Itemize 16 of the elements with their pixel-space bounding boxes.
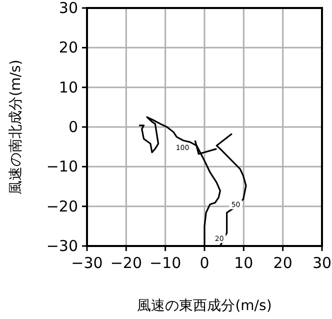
y-tick-label: 30 — [58, 0, 78, 17]
x-tick-label: −10 — [150, 254, 182, 272]
y-tick-label: −30 — [46, 237, 78, 255]
y-tick-label: −20 — [46, 197, 78, 216]
y-tick-label: 10 — [58, 78, 78, 96]
x-tick-label: −20 — [110, 254, 142, 272]
y-tick-label: −10 — [46, 158, 78, 176]
x-tick-label: 20 — [273, 254, 292, 272]
x-axis-title: 風速の東西成分(m/s) — [137, 298, 272, 314]
x-tick-label: 0 — [200, 254, 210, 272]
y-tick-label: 0 — [68, 118, 78, 136]
y-axis-title: 風速の南北成分(m/s) — [8, 60, 24, 194]
y-tick-label: 20 — [58, 38, 78, 57]
x-tick-label: 10 — [234, 254, 254, 272]
x-tick-label: 30 — [312, 254, 332, 272]
x-tick-label: −30 — [71, 254, 103, 272]
